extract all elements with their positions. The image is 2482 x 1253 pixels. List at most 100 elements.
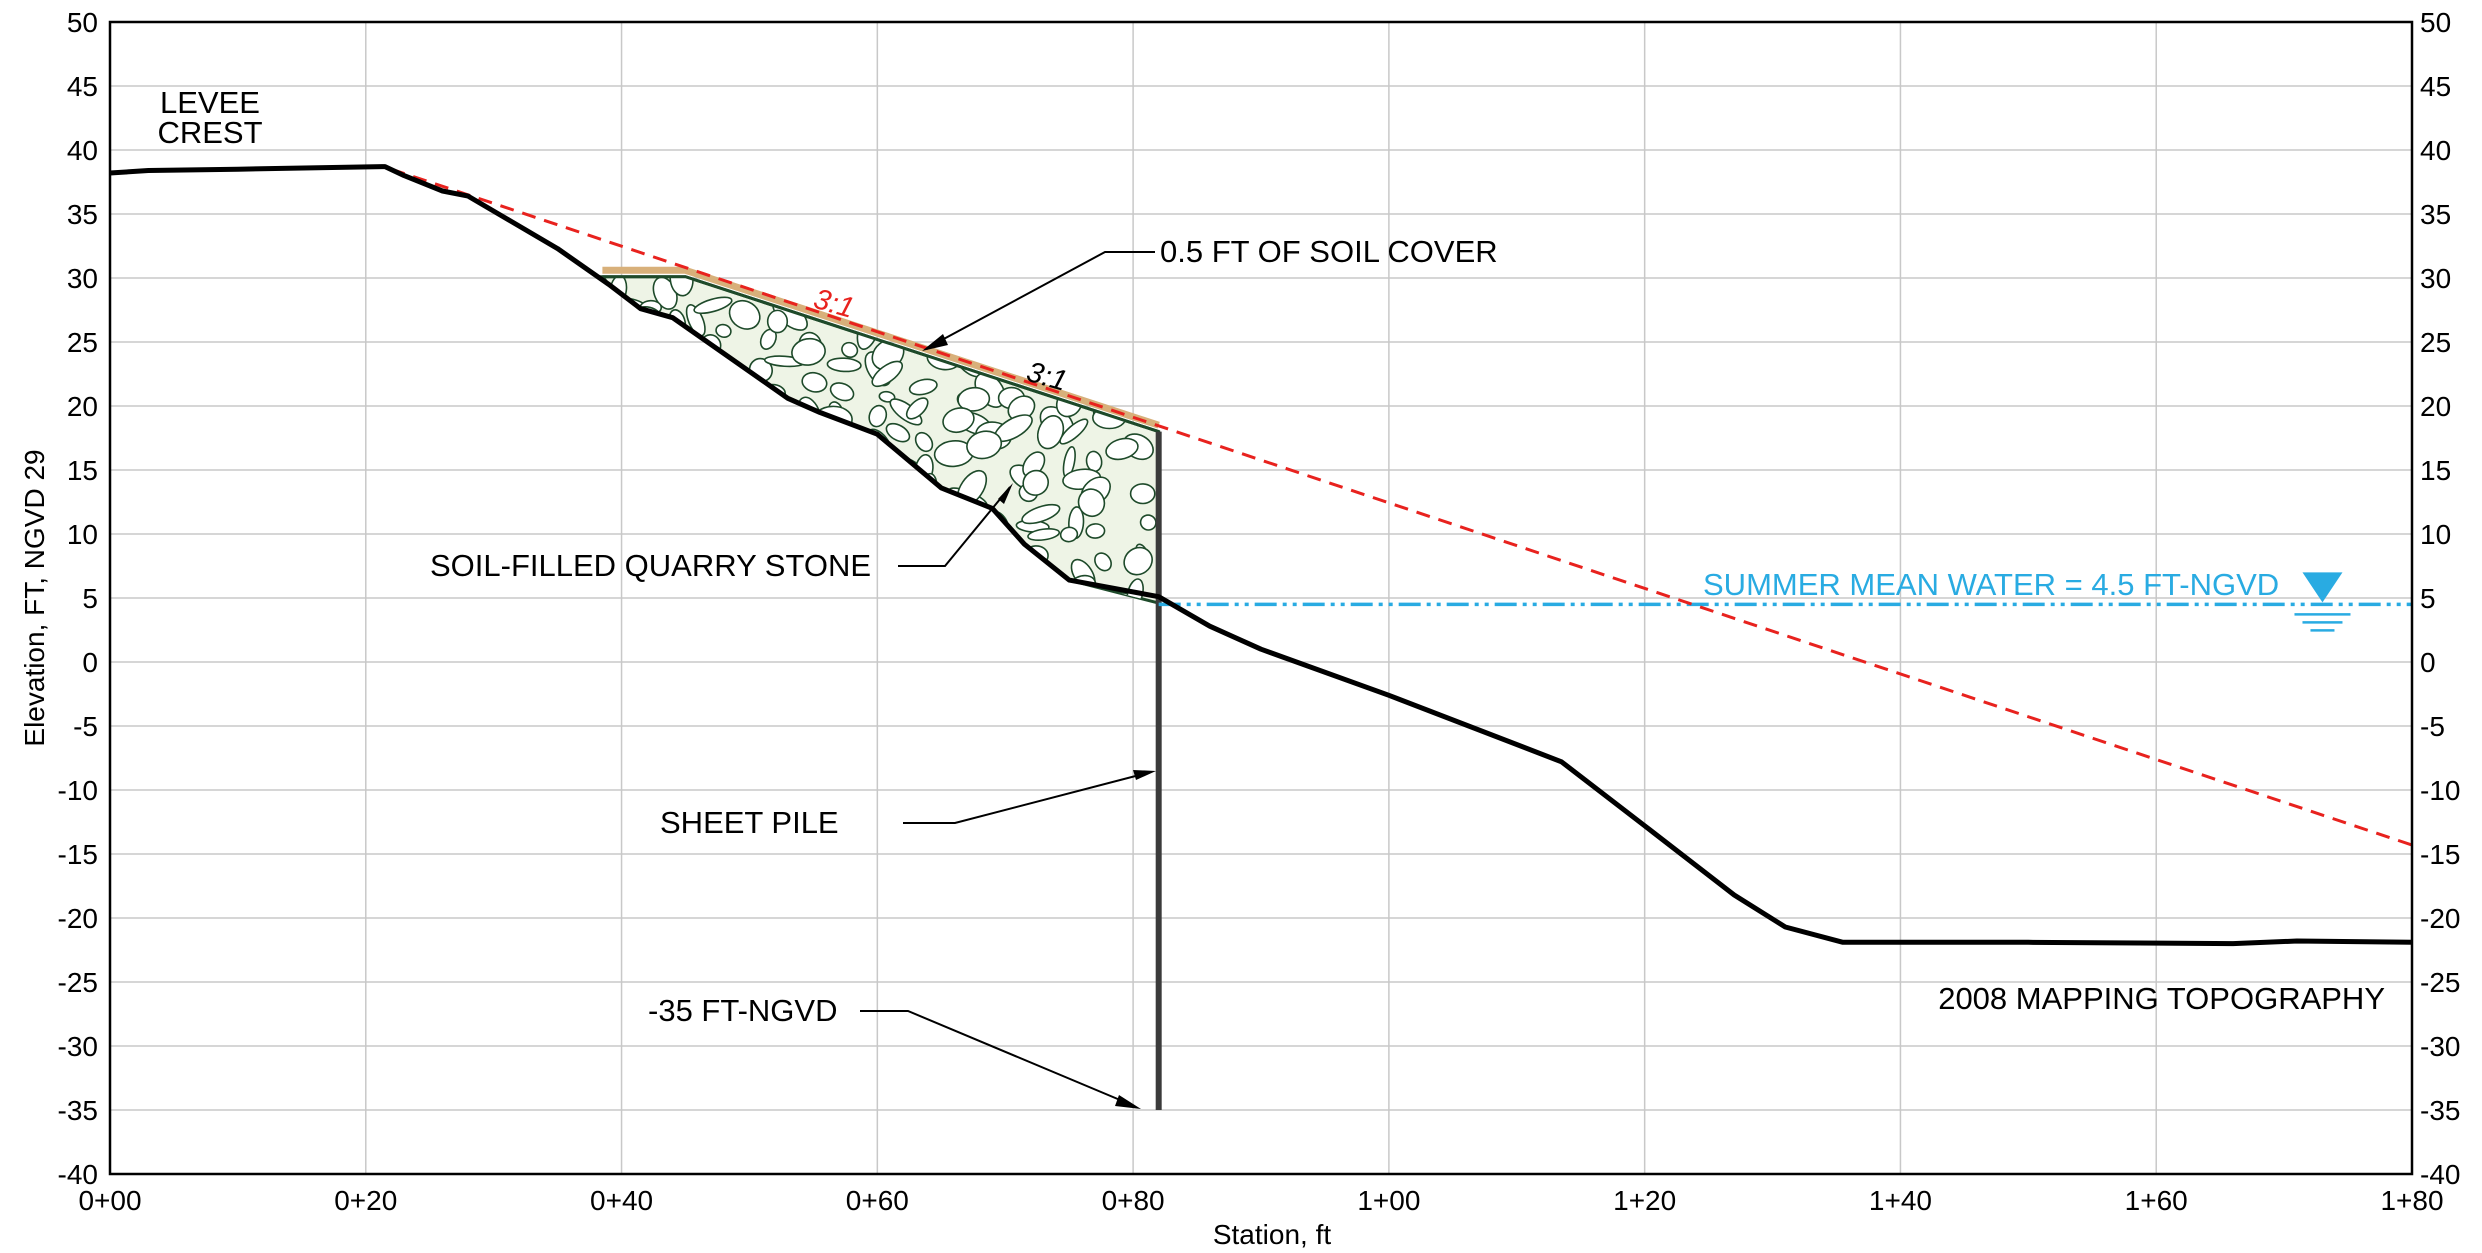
quarry-stone (1059, 418, 1089, 445)
y-tick-label-left: 10 (67, 519, 98, 550)
quarry-stone (729, 592, 749, 604)
y-tick-label-left: 20 (67, 391, 98, 422)
soil-cover-arrowhead (922, 334, 948, 351)
quarry-stone (841, 459, 858, 475)
quarry-stone (572, 392, 594, 417)
quarry-stone (602, 429, 603, 465)
sheet-pile-arrowhead (1133, 770, 1156, 780)
axis-ticks: 0+00 0+20 0+40 0+60 0+80 1+00 1+20 1+40 1+60 1+80… (58, 7, 2461, 1216)
y-axis-title: Elevation, FT, NGVD 29 (19, 449, 50, 746)
y-tick-label-left: 35 (67, 199, 98, 230)
quarry-stone (829, 382, 855, 402)
stone-leader (898, 486, 1011, 567)
pile-tip-arrowhead (1115, 1095, 1141, 1109)
y-tick-label-right: -40 (2420, 1159, 2460, 1190)
quarry-stone (632, 452, 659, 474)
quarry-stone (682, 511, 706, 549)
x-axis-title: Station, ft (1213, 1219, 1332, 1250)
quarry-stone (1139, 514, 1157, 531)
quarry-stone (966, 430, 1003, 460)
quarry-stone (1131, 279, 1159, 299)
quarry-stone (822, 487, 856, 512)
quarry-stone (885, 422, 911, 443)
quarry-stone (884, 557, 906, 572)
quarry-stone (714, 504, 729, 521)
quarry-stone (846, 485, 871, 505)
x-tick-label: 1+60 (2125, 1185, 2188, 1216)
x-tick-label: 0+20 (334, 1185, 397, 1216)
y-tick-label-left: 0 (82, 647, 98, 678)
quarry-stone (987, 286, 1013, 316)
y-tick-label-right: 15 (2420, 455, 2451, 486)
quarry-stone (929, 571, 965, 604)
quarry-stone (602, 351, 629, 385)
quarry-stone (878, 276, 896, 303)
quarry-stone (670, 471, 691, 507)
quarry-stone (1021, 503, 1061, 525)
quarry-stone (726, 484, 743, 518)
quarry-stone (629, 426, 662, 460)
pile-tip-label: -35 FT-NGVD (648, 993, 837, 1028)
quarry-stone (890, 544, 927, 571)
quarry-stone (602, 485, 616, 510)
quarry-stone (626, 382, 646, 401)
quarry-stone (944, 510, 959, 550)
soil-cover-leader (926, 251, 1155, 349)
quarry-stone (636, 343, 658, 379)
quarry-stone (957, 386, 991, 412)
stone-arrowhead (998, 483, 1013, 504)
quarry-stone (628, 501, 658, 531)
annotation-leaders (860, 251, 1155, 1106)
quarry-stone (718, 482, 736, 501)
quarry-stone (790, 424, 814, 457)
pile-tip-leader (860, 1010, 1133, 1106)
quarry-stone (942, 407, 975, 434)
quarry-stone (682, 427, 716, 461)
quarry-stone (1129, 483, 1156, 505)
quarry-stone (679, 412, 702, 439)
y-tick-label-left: -15 (58, 839, 98, 870)
topography-label: 2008 MAPPING TOPOGRAPHY (1938, 981, 2385, 1016)
quarry-stone (795, 496, 819, 529)
quarry-stone (602, 379, 634, 413)
quarry-stone (602, 503, 611, 534)
quarry-stone (636, 586, 663, 604)
quarry-stone (927, 541, 945, 566)
quarry-stone (1042, 294, 1058, 337)
quarry-stone (1059, 526, 1079, 543)
x-tick-label: 0+60 (846, 1185, 909, 1216)
quarry-stone (728, 299, 761, 330)
quarry-stone (680, 350, 701, 390)
quarry-stone (632, 429, 655, 453)
y-tick-label-left: 30 (67, 263, 98, 294)
y-tick-label-left: 40 (67, 135, 98, 166)
x-tick-label: 0+80 (1102, 1185, 1165, 1216)
quarry-stone (1124, 338, 1159, 375)
y-tick-label-right: -25 (2420, 967, 2460, 998)
quarry-stone (1123, 546, 1153, 576)
quarry-stone (1094, 552, 1112, 572)
quarry-stone (1080, 304, 1124, 324)
y-tick-label-left: -35 (58, 1095, 98, 1126)
quarry-stone (622, 533, 648, 548)
soil-cover-layer (602, 266, 1160, 429)
y-tick-label-right: -30 (2420, 1031, 2460, 1062)
quarry-stone (809, 450, 833, 475)
quarry-stone (1091, 279, 1115, 301)
quarry-stone (956, 314, 996, 344)
quarry-stone (613, 321, 637, 345)
y-tick-label-right: -35 (2420, 1095, 2460, 1126)
quarry-stone (929, 307, 953, 332)
quarry-stone (938, 530, 969, 567)
y-tick-label-right: 0 (2420, 647, 2436, 678)
quarry-stone (602, 521, 606, 543)
y-tick-label-right: 45 (2420, 71, 2451, 102)
y-tick-label-right: 35 (2420, 199, 2451, 230)
quarry-stone (670, 379, 691, 413)
quarry-stone (1050, 334, 1078, 362)
quarry-stone (1079, 305, 1109, 334)
quarry-stone (629, 455, 657, 479)
quarry-stone (939, 297, 967, 325)
y-tick-label-right: -15 (2420, 839, 2460, 870)
